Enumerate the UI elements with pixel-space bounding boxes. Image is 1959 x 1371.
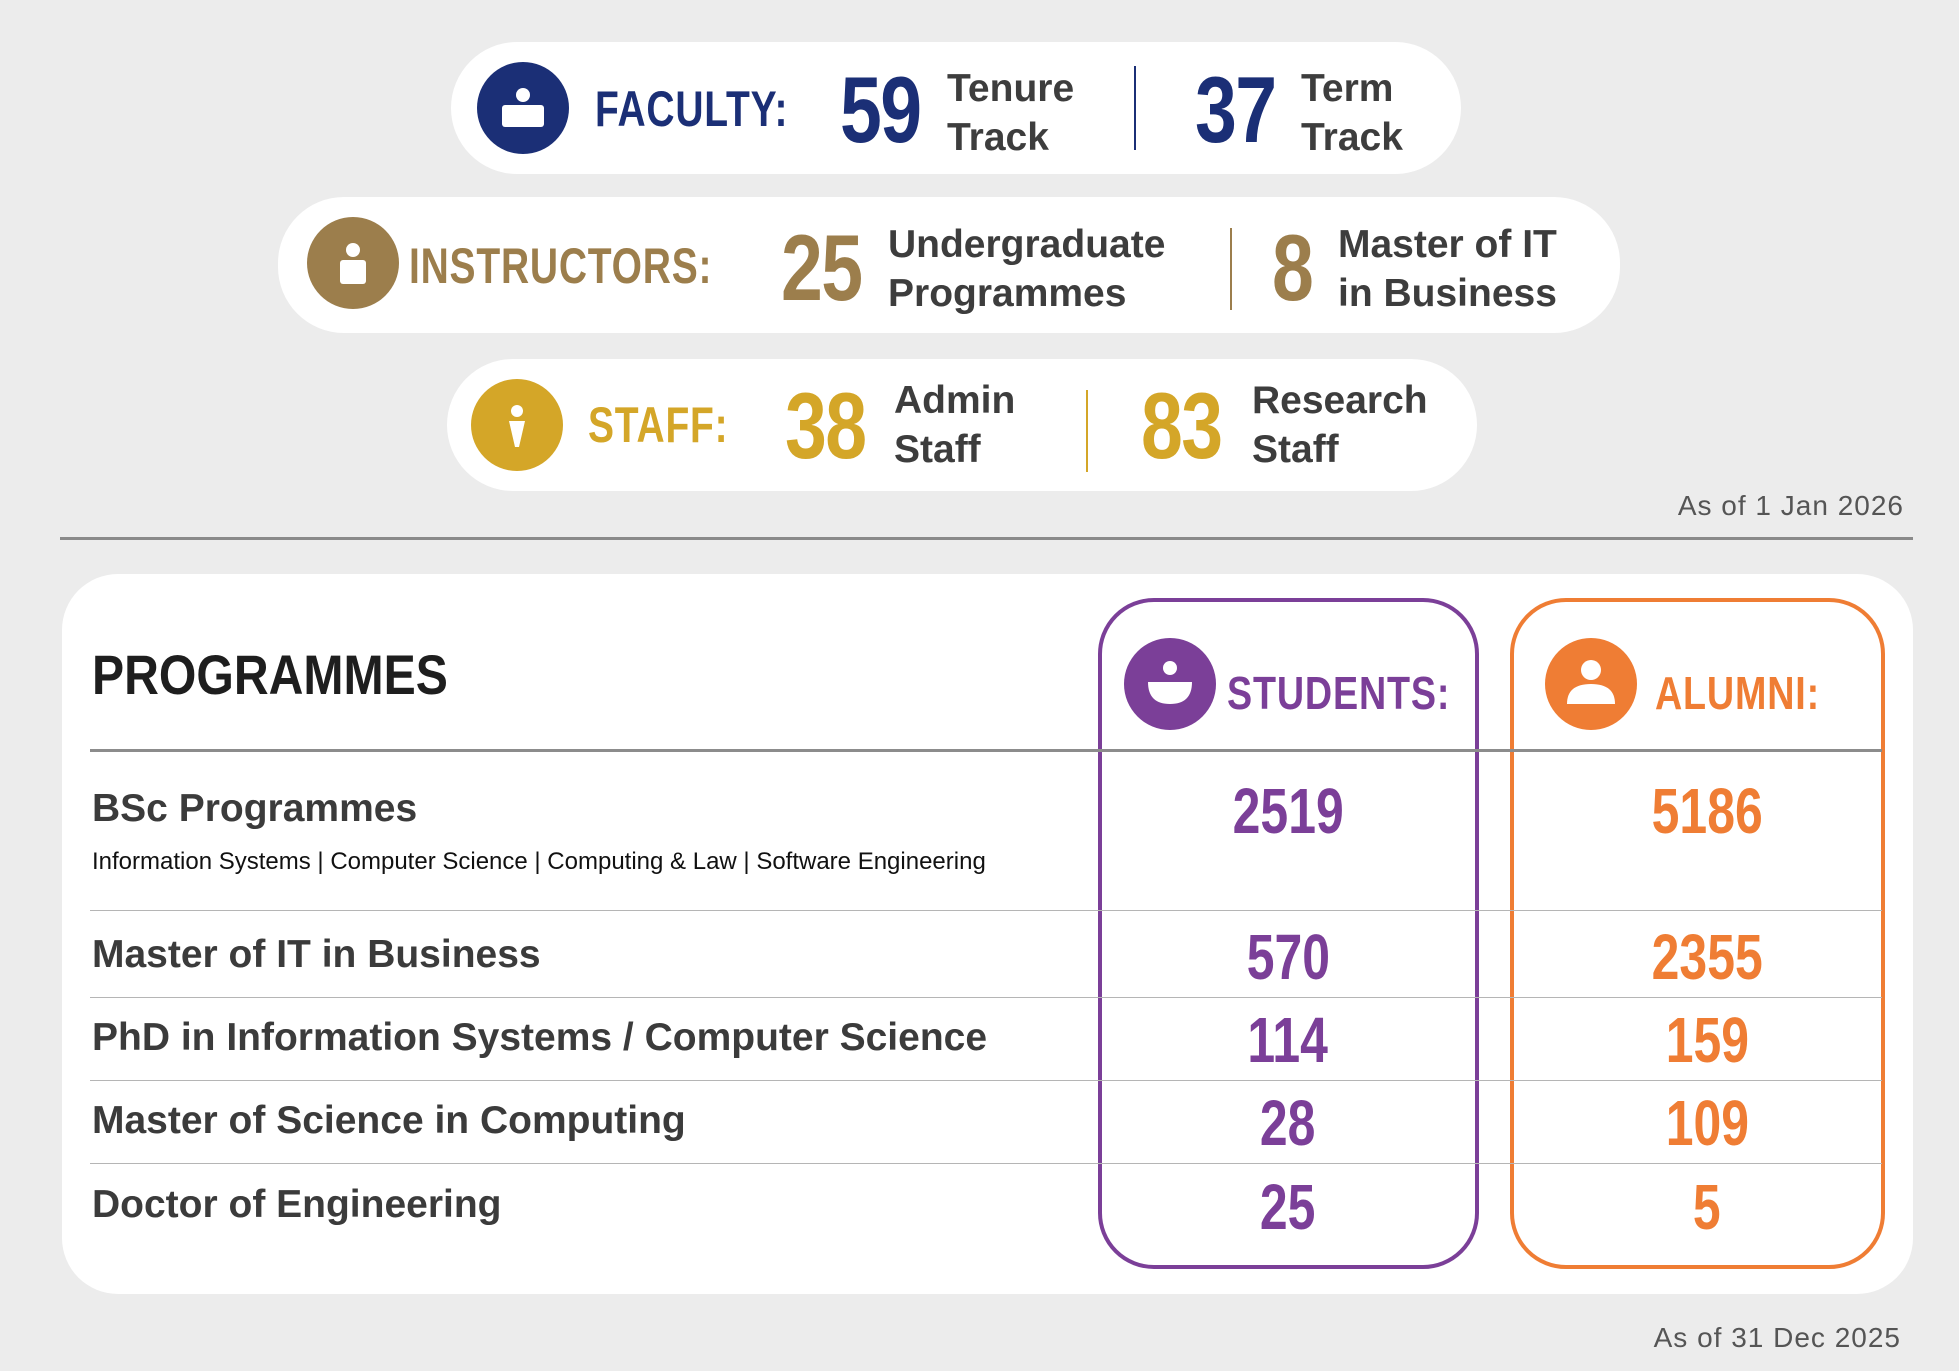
row-divider bbox=[90, 910, 1882, 911]
row-phd-alumni: 159 bbox=[1665, 1004, 1749, 1076]
staff-research-value: 83 bbox=[1141, 373, 1223, 478]
row-msc-title: Master of Science in Computing bbox=[92, 1099, 686, 1142]
as-of-bottom: As of 31 Dec 2025 bbox=[1653, 1322, 1901, 1353]
students-header: STUDENTS: bbox=[1227, 667, 1451, 719]
instructors-label: INSTRUCTORS: bbox=[409, 238, 713, 294]
instructors-divider bbox=[1230, 228, 1232, 310]
instructors-ug-value: 25 bbox=[781, 215, 863, 320]
alumni-person-icon bbox=[1545, 638, 1637, 730]
row-deng-students: 25 bbox=[1260, 1171, 1316, 1243]
instructors-ug-desc: Undergraduate Programmes bbox=[888, 223, 1166, 315]
staff-admin-value: 38 bbox=[785, 373, 867, 478]
staff-label: STAFF: bbox=[588, 397, 729, 453]
students-person-icon bbox=[1124, 638, 1216, 730]
row-mitb-title: Master of IT in Business bbox=[92, 933, 541, 976]
header-divider bbox=[90, 749, 1882, 752]
faculty-tenure-value: 59 bbox=[840, 57, 922, 162]
row-phd-students: 114 bbox=[1247, 1004, 1329, 1076]
row-divider bbox=[90, 1080, 1882, 1081]
instructors-mitb-value: 8 bbox=[1272, 215, 1314, 320]
faculty-term-value: 37 bbox=[1195, 57, 1277, 162]
row-deng-title: Doctor of Engineering bbox=[92, 1183, 502, 1226]
row-divider bbox=[90, 1163, 1882, 1164]
staff-pill bbox=[447, 359, 1477, 491]
row-msc-alumni: 109 bbox=[1665, 1087, 1749, 1159]
row-msc-students: 28 bbox=[1260, 1087, 1316, 1159]
faculty-divider bbox=[1134, 66, 1136, 150]
faculty-pill bbox=[451, 42, 1461, 174]
as-of-top: As of 1 Jan 2026 bbox=[1677, 490, 1904, 521]
instructors-pill bbox=[278, 197, 1620, 333]
row-bsc-students: 2519 bbox=[1232, 775, 1344, 847]
row-divider bbox=[90, 997, 1882, 998]
row-phd-title: PhD in Information Systems / Computer Sc… bbox=[92, 1016, 988, 1059]
programmes-heading: PROGRAMMES bbox=[92, 643, 448, 706]
faculty-tenure-desc: Tenure Track bbox=[947, 67, 1075, 159]
staff-research-desc: Research Staff bbox=[1252, 379, 1428, 471]
section-divider bbox=[60, 537, 1913, 540]
staff-admin-desc: Admin Staff bbox=[894, 379, 1016, 471]
row-mitb-students: 570 bbox=[1246, 921, 1330, 993]
instructors-person-icon bbox=[307, 217, 399, 309]
staff-person-icon bbox=[471, 379, 563, 471]
instructors-mitb-desc: Master of IT in Business bbox=[1338, 223, 1557, 315]
row-bsc-subtitle: Information Systems | Computer Science |… bbox=[92, 848, 986, 875]
faculty-label: FACULTY: bbox=[595, 81, 789, 137]
alumni-header: ALUMNI: bbox=[1655, 667, 1820, 719]
alumni-column-frame bbox=[1510, 598, 1885, 1269]
students-column-frame bbox=[1098, 598, 1479, 1269]
staff-divider bbox=[1086, 390, 1088, 472]
faculty-person-icon bbox=[477, 62, 569, 154]
row-bsc-title: BSc Programmes bbox=[92, 787, 418, 830]
row-bsc-alumni: 5186 bbox=[1651, 775, 1763, 847]
faculty-term-desc: Term Track bbox=[1301, 67, 1403, 159]
row-deng-alumni: 5 bbox=[1693, 1171, 1721, 1243]
row-mitb-alumni: 2355 bbox=[1651, 921, 1763, 993]
